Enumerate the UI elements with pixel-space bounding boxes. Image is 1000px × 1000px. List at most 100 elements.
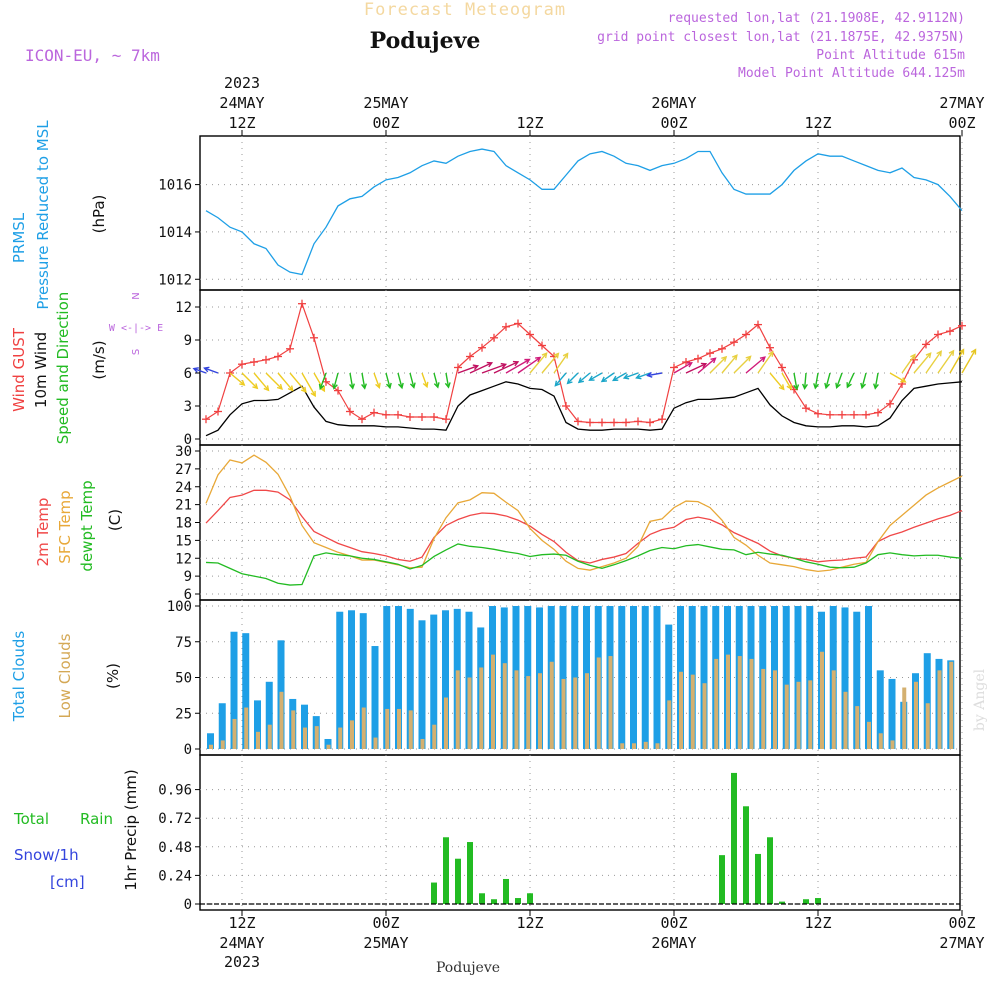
wind-dir-shaft [673,362,693,374]
time-label-top: 12Z [804,114,831,132]
low-cloud-bar [831,670,836,749]
gust-marker [490,333,498,342]
total-cloud-bar [618,606,626,749]
temp-label1: 2m Temp [34,498,52,567]
wind-dir-shaft [193,367,207,374]
wind-dir-shaft [589,372,603,381]
wind-dir-arrow [685,362,708,374]
wind-dir-arrow [588,372,603,381]
wind-dir-shaft [481,363,506,374]
low-cloud-bar [867,721,871,749]
wind-dir-shaft [949,349,965,374]
wind-dir-shaft [846,372,855,388]
wind-dir-arrow [873,372,879,390]
gust-marker [406,413,414,421]
wind-dir-shaft [937,350,955,374]
low-cloud-bar [420,738,425,749]
time-label-top: 12Z [228,114,255,132]
low-cloud-bar [784,684,789,749]
gust-marker [706,349,714,358]
time-axis-labels: 202324MAY12Z12Z24MAY202325MAY00Z00Z25MAY… [219,74,984,971]
gust-marker [514,319,522,328]
y-tick-label: 3 [184,399,192,415]
gust-marker [286,344,294,353]
wind-dir-arrow [801,372,808,390]
wind-dir-head [778,384,785,391]
wind-dir-head [793,384,800,391]
wind-dir-arrow [313,372,326,393]
gust-marker [646,418,654,427]
gust-marker [250,358,258,366]
total-cloud-bar [207,733,214,749]
wind-dir-arrow [265,372,283,390]
gust-marker [430,413,438,421]
wind-dir-arrow [409,372,416,389]
y-tick-label: 25 [175,706,192,722]
time-label-top: 00Z [372,114,399,132]
gust-marker [670,363,678,372]
low-cloud-bar [737,656,742,749]
wind-dir-shaft [313,372,325,392]
low-cloud-bar [714,658,719,749]
wind-dir-head [745,355,752,362]
gust-marker [274,352,282,361]
wind-dir-arrow [835,372,843,390]
gust-marker [454,363,462,372]
gust-marker [598,418,606,427]
low-cloud-bar [608,656,613,749]
time-label-bottom: 25MAY [363,934,408,952]
compass-s: S [131,349,142,355]
wind-dir-head [900,377,907,383]
wind-dir-shaft [505,358,530,374]
wind-dir-head [203,366,210,373]
wind-dir-arrow [577,372,591,384]
wind-dir-head [472,364,480,371]
gust-marker [802,404,810,413]
rain-bar [743,806,749,904]
wind-dir-head [646,371,653,378]
wind-dir-shaft [612,372,627,381]
wind-dir-shaft [913,352,932,374]
rain-bar [815,898,821,904]
rain-bar [515,898,521,904]
gust-marker [730,338,738,347]
wind-dir-arrow [192,367,207,374]
wind-dir-arrow [229,372,246,386]
wind-dir-head [276,383,283,390]
wind-dir-arrow [421,372,429,389]
wind-dir-shaft [253,372,269,391]
time-label-top: 12Z [516,114,543,132]
wind-dir-head [600,376,608,383]
y-axis-ticks: 1012101410160369126912151821242730025507… [158,178,200,913]
wind-dir-shaft [289,372,307,393]
wind-dir-arrow [553,352,569,374]
clouds-label2: Low Clouds [56,633,74,718]
total-cloud-bar [218,703,226,749]
wind-dir-shaft [623,372,639,379]
time-label-bottom: 00Z [660,914,687,932]
wind-dir-arrow [566,372,579,385]
gust-marker [742,330,750,339]
wind-dir-head [721,355,728,362]
low-cloud-bar [855,706,860,749]
wind-dir-shaft [409,372,415,388]
wind-dir-head [541,352,548,359]
gust-marker [850,410,858,419]
wind-dir-shaft [769,372,785,390]
y-tick-label: 0.48 [158,840,192,856]
wind-dir-head [310,390,316,398]
wind-dir-arrow [769,372,785,391]
compass-n: N [131,292,142,299]
y-tick-label: 1012 [158,272,192,288]
wind-dir-shaft [349,372,354,389]
compass-we: W <-|-> E [109,323,163,334]
wind-dir-head [386,382,392,390]
pressure-unit: (hPa) [90,195,108,234]
wind-label3: Speed and Direction [54,292,72,445]
wind-dir-arrow [673,362,693,374]
low-cloud-bar [350,720,354,749]
total-cloud-bar [371,646,379,749]
wind-dir-arrow [781,372,792,391]
wind-dir-arrow [318,372,327,391]
